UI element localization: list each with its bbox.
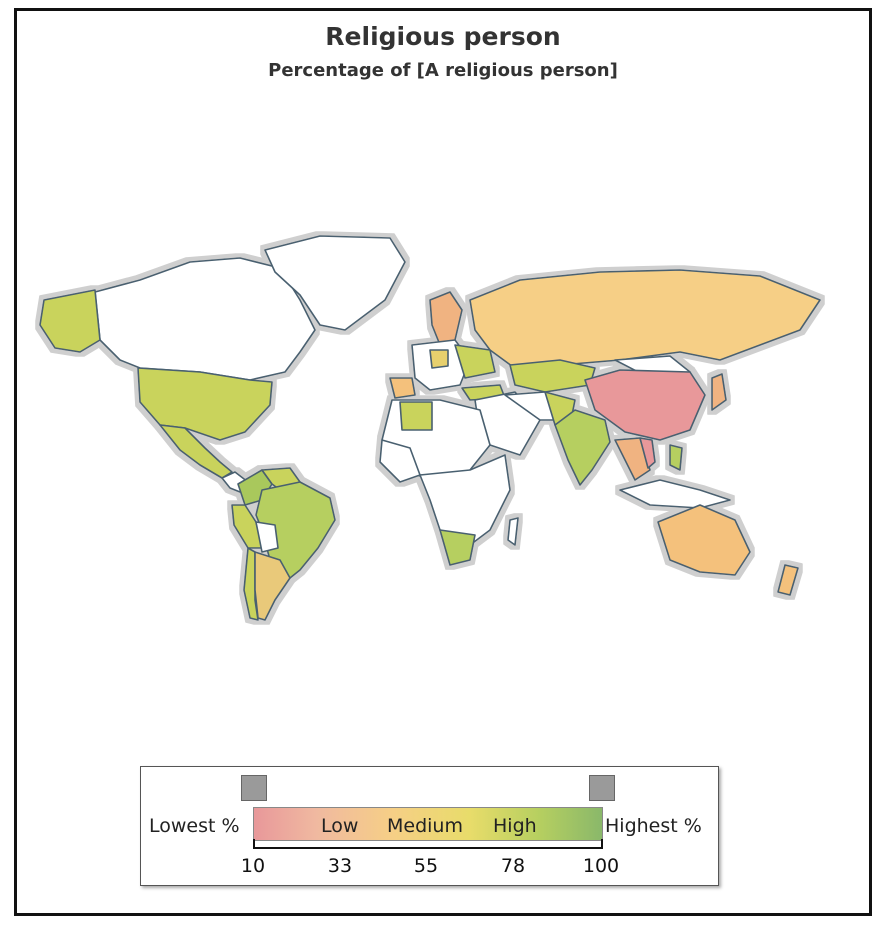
legend-highest-label: Highest % — [605, 815, 702, 837]
region-se-asia — [614, 437, 651, 481]
region-spain — [389, 377, 416, 399]
legend-max-slider-handle[interactable] — [589, 775, 615, 801]
map-title: Religious person — [325, 22, 561, 51]
legend-min-slider-handle[interactable] — [241, 775, 267, 801]
legend-band-high: High — [493, 815, 537, 837]
region-alaska — [39, 289, 101, 353]
region-japan — [711, 373, 727, 411]
region-greenland — [264, 235, 406, 331]
region-bolivia — [255, 521, 279, 553]
legend-tick-label: 78 — [500, 855, 526, 877]
region-russia — [469, 269, 821, 373]
region-philippines — [669, 444, 683, 471]
region-india — [554, 409, 611, 486]
region-argentina — [254, 551, 291, 621]
region-algeria — [399, 401, 433, 431]
legend-tick — [601, 839, 603, 849]
legend-tick-label: 33 — [327, 855, 353, 877]
region-mexico — [159, 424, 233, 479]
legend-tick — [253, 839, 255, 849]
legend: Lowest % Highest % Low Medium High 10 33… — [140, 766, 719, 886]
world-map — [39, 235, 821, 621]
legend-band-medium: Medium — [387, 815, 463, 837]
region-west-africa — [379, 439, 421, 483]
region-central-africa — [419, 454, 511, 546]
region-vietnam — [639, 437, 656, 469]
region-indonesia — [619, 479, 731, 509]
region-kazakhstan — [509, 359, 596, 393]
region-china — [584, 369, 706, 441]
region-new-zealand — [777, 564, 799, 596]
region-poland-ukraine — [454, 344, 496, 379]
legend-lowest-label: Lowest % — [149, 815, 240, 837]
legend-tick-label: 10 — [240, 855, 266, 877]
legend-band-low: Low — [321, 815, 359, 837]
region-madagascar — [507, 517, 519, 546]
region-canada — [94, 257, 316, 381]
region-germany — [429, 349, 449, 369]
region-usa — [137, 367, 273, 441]
region-scandinavia — [429, 291, 463, 346]
legend-color-bar — [253, 807, 603, 841]
map-subtitle: Percentage of [A religious person] — [268, 60, 618, 81]
region-south-africa — [439, 529, 476, 566]
legend-tick-label: 55 — [413, 855, 439, 877]
region-australia — [657, 504, 751, 576]
legend-axis — [253, 847, 603, 849]
legend-tick-label: 100 — [582, 855, 620, 877]
